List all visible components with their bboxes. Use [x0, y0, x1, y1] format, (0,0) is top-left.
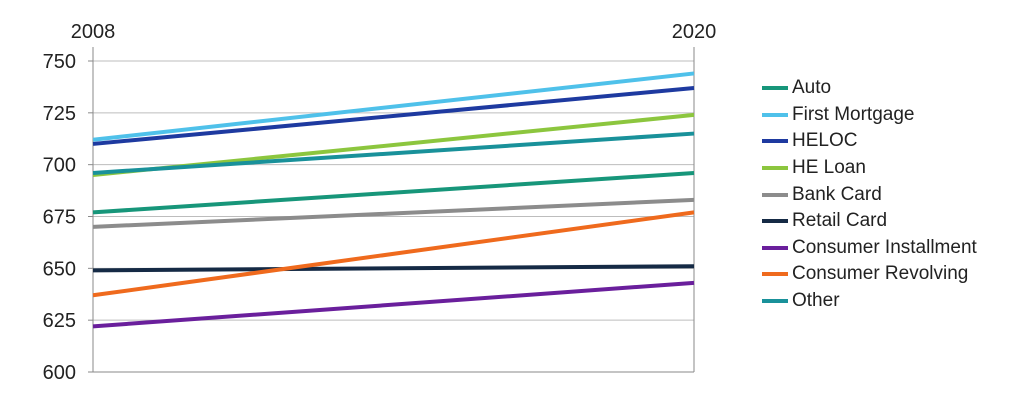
- legend-label: HELOC: [792, 130, 858, 152]
- y-tick-labels: 600 625 650 675 700 725 750: [43, 51, 76, 384]
- x-tick-labels: 2008 2020: [71, 21, 717, 43]
- legend-label: Bank Card: [792, 183, 882, 205]
- y-tick-label: 625: [43, 310, 76, 332]
- x-tick-label: 2008: [71, 21, 116, 43]
- legend-label: Auto: [792, 77, 832, 99]
- y-tick-label: 725: [43, 103, 76, 125]
- legend-swatch: [762, 219, 788, 224]
- legend-swatch: [762, 86, 788, 91]
- legend-swatch: [762, 272, 788, 277]
- series-line-retail-card: [92, 264, 695, 273]
- y-tick-label: 650: [43, 258, 76, 280]
- legend-item: Bank Card: [762, 181, 977, 208]
- legend-item: HE Loan: [762, 155, 977, 182]
- legend-swatch: [762, 192, 788, 197]
- legend-swatch: [762, 139, 788, 144]
- series-line-consumer-revolving: [92, 210, 695, 298]
- y-tick-label: 700: [43, 155, 76, 177]
- legend-label: Retail Card: [792, 210, 888, 232]
- legend-swatch: [762, 166, 788, 171]
- legend-item: Consumer Revolving: [762, 261, 977, 288]
- series-line-auto: [92, 170, 695, 215]
- y-tick-label: 750: [43, 51, 76, 73]
- legend-item: Consumer Installment: [762, 235, 977, 262]
- legend-label: HE Loan: [792, 157, 866, 179]
- y-tick-label: 600: [43, 362, 76, 384]
- y-tick-label: 675: [43, 207, 76, 229]
- legend-label: First Mortgage: [792, 103, 915, 125]
- legend-label: Consumer Revolving: [792, 263, 969, 285]
- series-line-first-mortgage: [92, 71, 695, 142]
- series-line-consumer-installment: [92, 280, 695, 329]
- legend-swatch: [762, 112, 788, 117]
- series-lines: [92, 71, 695, 329]
- legend-label: Consumer Installment: [792, 236, 977, 258]
- legend-item: First Mortgage: [762, 102, 977, 129]
- series-line-other: [92, 131, 695, 175]
- series-line-bank-card: [92, 197, 695, 229]
- legend-swatch: [762, 245, 788, 250]
- axes: [88, 47, 695, 373]
- legend-item: Retail Card: [762, 208, 977, 235]
- legend-swatch: [762, 299, 788, 304]
- series-line-heloc: [92, 85, 695, 146]
- x-tick-label: 2020: [672, 21, 717, 43]
- legend-item: Other: [762, 288, 977, 315]
- legend: Auto First Mortgage HELOC HE Loan Bank Card R…: [762, 75, 977, 314]
- legend-label: Other: [792, 290, 840, 312]
- legend-item: Auto: [762, 75, 977, 102]
- legend-item: HELOC: [762, 128, 977, 155]
